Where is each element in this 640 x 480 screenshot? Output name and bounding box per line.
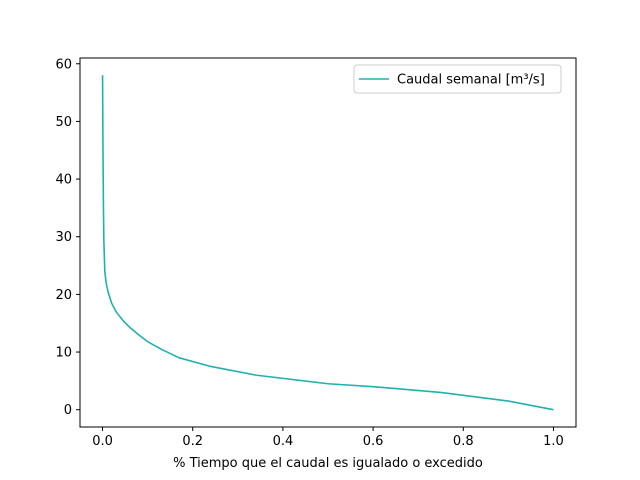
y-tick-label: 10 [55, 346, 72, 361]
x-tick-label: 0.2 [182, 434, 203, 449]
series-line-0 [101, 75, 554, 411]
x-tick-label: 0.4 [273, 434, 294, 449]
x-tick-label: 0.0 [92, 434, 113, 449]
legend: Caudal semanal [m³/s] [353, 64, 562, 94]
legend-box [353, 64, 562, 94]
x-tick-label: 0.8 [453, 434, 474, 449]
axes: 0.0 0.2 0.4 0.6 0.8 1.0 0 10 20 30 40 50 60 [55, 57, 577, 449]
x-tick-label: 0.6 [363, 434, 384, 449]
x-tick-label: 1.0 [543, 434, 564, 449]
x-axis-label: % Tiempo que el caudal es igualado o exc… [173, 456, 483, 471]
y-tick-label: 30 [55, 230, 72, 245]
y-tick-label: 60 [55, 57, 72, 72]
plot-frame [79, 57, 577, 428]
y-tick-label: 50 [55, 115, 72, 130]
y-tick-label: 20 [55, 288, 72, 303]
plot-area [101, 75, 554, 411]
legend-label-0: Caudal semanal [m³/s] [397, 73, 545, 88]
y-tick-label: 40 [55, 173, 72, 188]
y-tick-label: 0 [64, 403, 72, 418]
